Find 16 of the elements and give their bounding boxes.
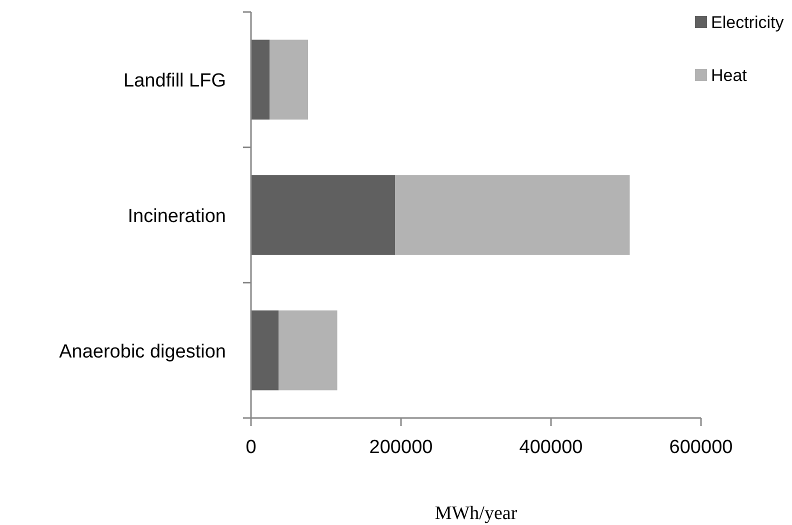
bar bbox=[251, 40, 270, 120]
y-tick-label: Anaerobic digestion bbox=[59, 341, 226, 362]
legend-label: Heat bbox=[711, 66, 748, 85]
bar bbox=[278, 310, 338, 390]
x-axis-title: MWh/year bbox=[434, 503, 518, 524]
bar bbox=[395, 175, 630, 255]
bar bbox=[251, 175, 395, 255]
x-tick-label: 200000 bbox=[369, 437, 433, 458]
bar bbox=[251, 310, 279, 390]
x-tick-label: 0 bbox=[246, 437, 256, 458]
legend-label: Electricity bbox=[711, 13, 784, 32]
x-tick-label: 400000 bbox=[519, 437, 583, 458]
y-tick-label: Incineration bbox=[128, 206, 226, 227]
bar bbox=[270, 40, 308, 120]
x-tick-label: 600000 bbox=[669, 437, 733, 458]
y-tick-label: Landfill LFG bbox=[124, 70, 226, 92]
